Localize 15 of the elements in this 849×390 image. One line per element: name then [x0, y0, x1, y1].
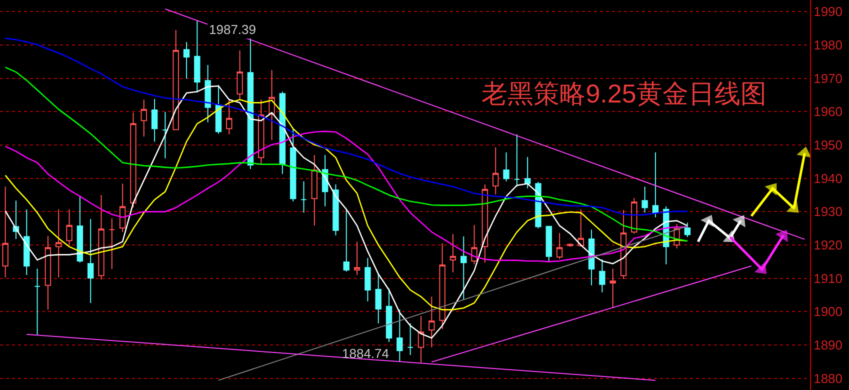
y-tick-label: 1970 — [814, 70, 843, 86]
y-tick-label: 1940 — [814, 170, 843, 186]
y-tick-label: 1980 — [814, 38, 843, 53]
y-tick-label: 1960 — [814, 104, 843, 120]
y-tick-label: 1990 — [814, 4, 843, 20]
y-tick-label: 1890 — [814, 338, 843, 353]
annotation: 1987.39 — [209, 22, 256, 37]
y-tick-label: 1930 — [814, 204, 843, 220]
annotation: 1884.74 — [342, 346, 389, 361]
text: 老黑策略9.25黄金日线图 — [482, 78, 766, 109]
y-tick-label: 1910 — [814, 270, 843, 286]
y-tick-label: 1950 — [814, 138, 843, 153]
y-tick-label: 1880 — [814, 370, 843, 386]
y-tick-label: 1920 — [814, 238, 843, 253]
y-tick-label: 1900 — [814, 304, 843, 320]
